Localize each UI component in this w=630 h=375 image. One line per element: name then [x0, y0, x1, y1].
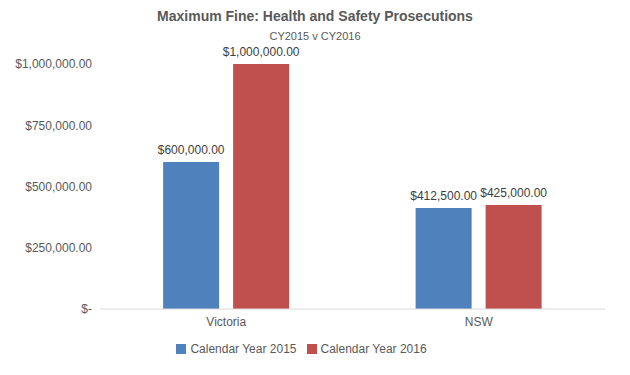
svg-text:$412,500.00: $412,500.00 — [410, 189, 477, 203]
svg-text:$250,000.00: $250,000.00 — [25, 241, 92, 255]
svg-text:$1,000,000.00: $1,000,000.00 — [15, 57, 92, 71]
svg-text:$600,000.00: $600,000.00 — [158, 143, 225, 157]
svg-text:$500,000.00: $500,000.00 — [25, 180, 92, 194]
svg-text:$750,000.00: $750,000.00 — [25, 119, 92, 133]
html-text:CY2015 v CY2016: CY2015 v CY2016 — [269, 30, 361, 42]
svg-text:$1,000,000.00: $1,000,000.00 — [223, 45, 300, 59]
svg-text:$425,000.00: $425,000.00 — [480, 186, 547, 200]
svg-text:Victoria: Victoria — [206, 315, 246, 329]
html-text:Calendar Year 2015: Calendar Year 2015 — [190, 342, 297, 356]
html-text:Calendar Year 2016: Calendar Year 2016 — [320, 342, 427, 356]
svg-text:$-: $- — [81, 302, 92, 316]
svg-text:NSW: NSW — [465, 315, 494, 329]
html-text:Maximum Fine: Health and Safet: Maximum Fine: Health and Safety Prosecut… — [157, 8, 473, 24]
